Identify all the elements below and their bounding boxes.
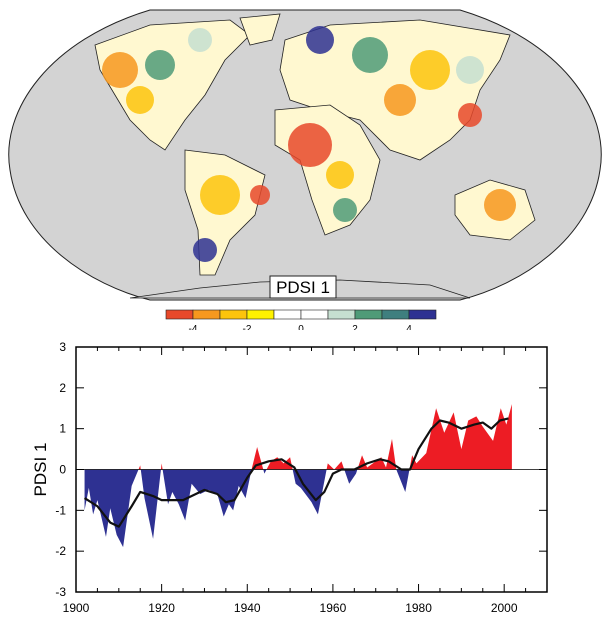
pdsi-patch — [333, 198, 357, 222]
pdsi-patch — [126, 86, 154, 114]
colorbar-swatch — [246, 309, 275, 320]
y-tick-label: 0 — [59, 463, 66, 477]
colorbar-swatch — [165, 309, 194, 320]
smoothed-line — [83, 417, 509, 528]
colorbar-swatch — [327, 309, 356, 320]
x-tick-label: 1940 — [234, 601, 261, 615]
colorbar-tick-label: 4 — [406, 324, 412, 330]
plot-frame — [75, 346, 548, 593]
pdsi-patch — [410, 50, 450, 90]
x-tick-label: 1960 — [320, 601, 347, 615]
colorbar-swatch — [354, 309, 383, 320]
y-tick-label: -2 — [55, 544, 66, 558]
pdsi-patch — [352, 37, 388, 73]
y-tick-label: 2 — [59, 381, 66, 395]
colorbar-swatch — [219, 309, 248, 320]
colorbar-swatch — [381, 309, 410, 320]
colorbar-tick-label: -2 — [243, 324, 252, 330]
colorbar-swatch — [408, 309, 437, 320]
y-axis-label: PDSI 1 — [31, 443, 50, 497]
y-tick-label: -3 — [55, 585, 66, 599]
x-tick-label: 2000 — [491, 601, 518, 615]
x-tick-label: 1920 — [148, 601, 175, 615]
map-label: PDSI 1 — [276, 278, 330, 297]
y-tick-label: 3 — [59, 340, 66, 354]
colorbar-swatch — [300, 309, 329, 320]
pdsi-patch — [384, 84, 416, 116]
colorbar-swatch — [192, 309, 221, 320]
colorbar-tick-label: -4 — [189, 324, 198, 330]
pdsi-patch — [288, 123, 332, 167]
positive-area — [84, 404, 512, 470]
x-tick-label: 1980 — [405, 601, 432, 615]
pdsi-patch — [326, 161, 354, 189]
pdsi-patch — [200, 175, 240, 215]
colorbar-tick-label: 0 — [298, 324, 304, 330]
pdsi-patch — [306, 26, 334, 54]
world-map: PDSI 1 -4 -2 0 2 4 — [8, 9, 602, 330]
pdsi-patch — [102, 52, 138, 88]
pdsi-patch — [188, 28, 212, 52]
pdsi-patch — [458, 103, 482, 127]
negative-area — [84, 469, 512, 548]
pdsi-patch — [193, 238, 217, 262]
colorbar-swatch — [273, 309, 302, 320]
colorbar-tick-label: 2 — [352, 324, 358, 330]
colorbar: -4 -2 0 2 4 — [165, 309, 437, 330]
pdsi-patch — [484, 189, 516, 221]
y-tick-label: -1 — [55, 503, 66, 517]
x-tick-label: 1900 — [63, 601, 90, 615]
map-label-box: PDSI 1 — [269, 275, 337, 299]
y-tick-label: 1 — [59, 422, 66, 436]
pdsi-patch — [456, 56, 484, 84]
pdsi-patch — [250, 185, 270, 205]
pdsi-patch — [145, 50, 175, 80]
continent-north-america — [94, 19, 251, 151]
continent-greenland — [239, 13, 281, 46]
